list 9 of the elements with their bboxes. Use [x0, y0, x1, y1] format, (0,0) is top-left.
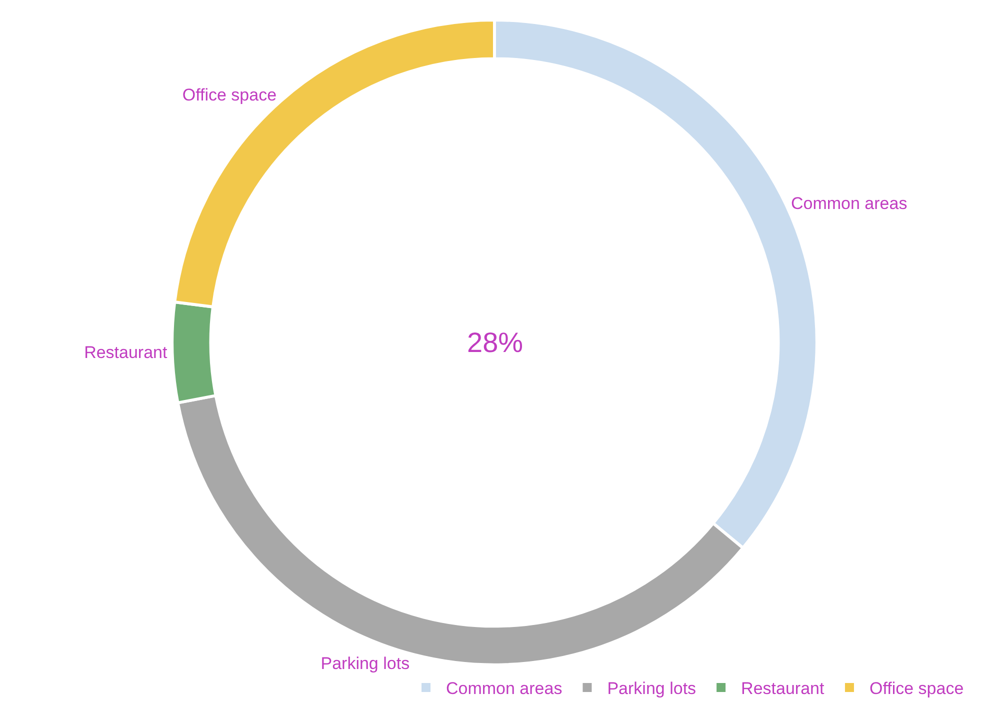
slice-label: Parking lots	[320, 654, 410, 674]
text: 28%	[467, 327, 524, 358]
slice-label: Office space	[182, 86, 277, 105]
legend-label: Parking lots	[607, 679, 696, 698]
legend-label: Common areas	[446, 679, 562, 698]
slice-label: Restaurant	[84, 343, 168, 362]
legend-label: Restaurant	[741, 679, 824, 698]
slice-label: Common areas	[790, 194, 908, 213]
legend-label: Office space	[869, 679, 964, 698]
